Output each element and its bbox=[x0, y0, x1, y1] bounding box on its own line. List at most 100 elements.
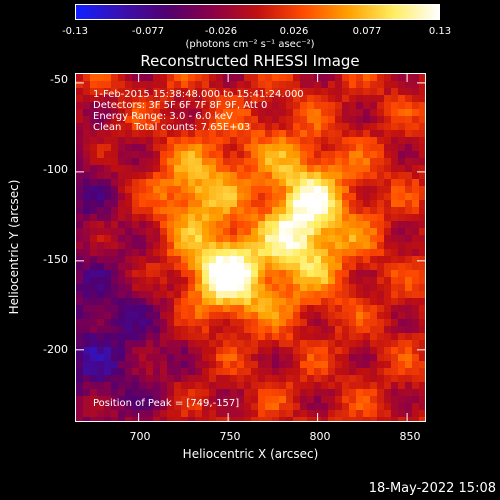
heatmap-cell bbox=[188, 109, 195, 116]
heatmap-cell bbox=[111, 137, 118, 144]
heatmap-cell bbox=[97, 228, 104, 235]
heatmap-cell bbox=[202, 242, 209, 249]
heatmap-cell bbox=[76, 186, 83, 193]
heatmap-cell bbox=[398, 417, 405, 421]
heatmap-cell bbox=[377, 382, 384, 389]
heatmap-cell bbox=[251, 382, 258, 389]
heatmap-cell bbox=[286, 74, 293, 81]
heatmap-cell bbox=[398, 368, 405, 375]
heatmap-cell bbox=[139, 88, 146, 95]
heatmap-cell bbox=[237, 214, 244, 221]
heatmap-cell bbox=[363, 172, 370, 179]
heatmap-cell bbox=[167, 88, 174, 95]
heatmap-cell bbox=[146, 410, 153, 417]
heatmap-cell bbox=[328, 347, 335, 354]
heatmap-cell bbox=[244, 249, 251, 256]
heatmap-cell bbox=[230, 333, 237, 340]
heatmap-cell bbox=[174, 326, 181, 333]
heatmap-cell bbox=[272, 228, 279, 235]
heatmap-cell bbox=[293, 368, 300, 375]
heatmap-cell bbox=[118, 326, 125, 333]
x-tick-label: 800 bbox=[309, 430, 331, 443]
heatmap-cell bbox=[244, 235, 251, 242]
heatmap-cell bbox=[125, 347, 132, 354]
heatmap-cell bbox=[223, 249, 230, 256]
heatmap-cell bbox=[419, 109, 425, 116]
heatmap-cell bbox=[174, 291, 181, 298]
heatmap-cell bbox=[237, 207, 244, 214]
heatmap-cell bbox=[132, 284, 139, 291]
heatmap-cell bbox=[132, 88, 139, 95]
heatmap-cell bbox=[111, 221, 118, 228]
heatmap-cell bbox=[230, 319, 237, 326]
heatmap-cell bbox=[83, 270, 90, 277]
heatmap-cell bbox=[293, 354, 300, 361]
heatmap-cell bbox=[104, 221, 111, 228]
heatmap-cell bbox=[377, 200, 384, 207]
heatmap-cell bbox=[111, 410, 118, 417]
heatmap-cell bbox=[370, 256, 377, 263]
heatmap-cell bbox=[307, 389, 314, 396]
heatmap-cell bbox=[181, 137, 188, 144]
heatmap-cell bbox=[139, 74, 146, 81]
heatmap-cell bbox=[195, 375, 202, 382]
heatmap-cell bbox=[335, 88, 342, 95]
heatmap-cell bbox=[377, 354, 384, 361]
heatmap-cell bbox=[356, 319, 363, 326]
heatmap-cell bbox=[83, 298, 90, 305]
heatmap-cell bbox=[279, 417, 286, 421]
heatmap-cell bbox=[174, 354, 181, 361]
heatmap-cell bbox=[202, 305, 209, 312]
heatmap-cell bbox=[251, 228, 258, 235]
heatmap-cell bbox=[97, 172, 104, 179]
heatmap-cell bbox=[139, 221, 146, 228]
heatmap-cell bbox=[118, 291, 125, 298]
heatmap-cell bbox=[195, 270, 202, 277]
heatmap-cell bbox=[265, 158, 272, 165]
heatmap-cell bbox=[111, 74, 118, 81]
heatmap-cell bbox=[209, 403, 216, 410]
heatmap-cell bbox=[167, 368, 174, 375]
heatmap-cell bbox=[272, 256, 279, 263]
heatmap-cell bbox=[300, 95, 307, 102]
heatmap-cell bbox=[97, 389, 104, 396]
heatmap-cell bbox=[118, 151, 125, 158]
heatmap-cell bbox=[258, 193, 265, 200]
heatmap-cell bbox=[230, 207, 237, 214]
heatmap-cell bbox=[97, 151, 104, 158]
heatmap-cell bbox=[209, 74, 216, 81]
heatmap-cell bbox=[258, 235, 265, 242]
heatmap-cell bbox=[286, 256, 293, 263]
heatmap-cell bbox=[104, 242, 111, 249]
heatmap-cell bbox=[279, 312, 286, 319]
heatmap-cell bbox=[223, 102, 230, 109]
heatmap-cell bbox=[384, 347, 391, 354]
heatmap-cell bbox=[160, 158, 167, 165]
heatmap-cell bbox=[258, 249, 265, 256]
heatmap-cell bbox=[370, 74, 377, 81]
heatmap-cell bbox=[181, 284, 188, 291]
heatmap-cell bbox=[209, 382, 216, 389]
heatmap-cell bbox=[356, 396, 363, 403]
heatmap-cell bbox=[328, 410, 335, 417]
heatmap-cell bbox=[209, 298, 216, 305]
heatmap-cell bbox=[188, 417, 195, 421]
heatmap-cell bbox=[90, 109, 97, 116]
heatmap-cell bbox=[216, 165, 223, 172]
heatmap-cell bbox=[132, 326, 139, 333]
heatmap-cell bbox=[237, 95, 244, 102]
heatmap-cell bbox=[321, 340, 328, 347]
heatmap-cell bbox=[391, 151, 398, 158]
heatmap-cell bbox=[230, 326, 237, 333]
heatmap-cell bbox=[237, 312, 244, 319]
heatmap-cell bbox=[405, 228, 412, 235]
heatmap-cell bbox=[230, 396, 237, 403]
heatmap-cell bbox=[202, 396, 209, 403]
heatmap-cell bbox=[104, 228, 111, 235]
heatmap-cell bbox=[279, 172, 286, 179]
heatmap-cell bbox=[314, 116, 321, 123]
heatmap-cell bbox=[111, 102, 118, 109]
heatmap-cell bbox=[195, 88, 202, 95]
heatmap-cell bbox=[111, 228, 118, 235]
heatmap-cell bbox=[314, 354, 321, 361]
